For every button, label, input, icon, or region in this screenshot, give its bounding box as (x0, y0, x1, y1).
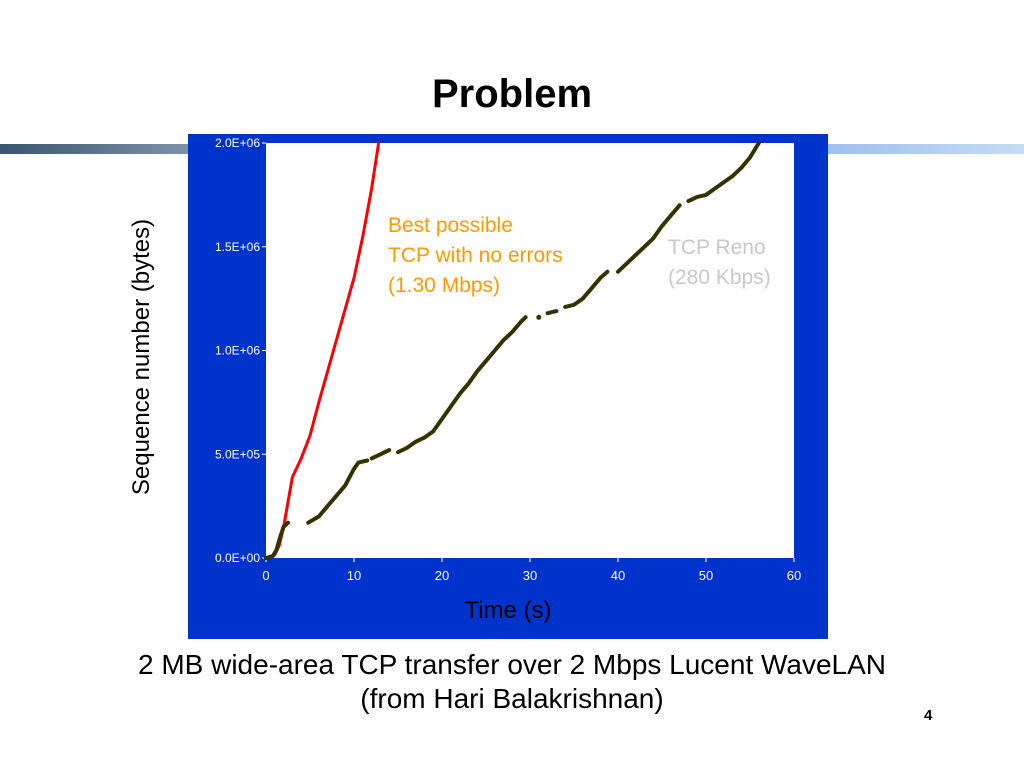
y-tick-label: 1.5E+06 (215, 240, 260, 254)
slide-title: Problem (431, 72, 593, 116)
chart-panel: 0.0E+00 5.0E+05 1.0E+06 1.5E+06 2.0E+06 0 10 20… (188, 134, 828, 639)
reno-series-line (396, 315, 528, 455)
reno-series-point (536, 314, 542, 320)
plot-area (266, 143, 794, 558)
title-divider-right (828, 144, 1024, 154)
x-tick-label: 30 (523, 568, 537, 583)
slide-caption: 2 MB wide-area TCP transfer over 2 Mbps … (0, 648, 1024, 716)
best-annotation-line: (1.30 Mbps) (388, 274, 500, 297)
x-tick-label: 40 (611, 568, 625, 583)
y-tick-label: 5.0E+05 (215, 447, 260, 461)
y-axis-label: Sequence number (bytes) (128, 218, 155, 496)
caption-line-1: 2 MB wide-area TCP transfer over 2 Mbps … (137, 649, 887, 680)
page-number: 4 (924, 707, 933, 724)
x-tick-label: 0 (262, 568, 269, 583)
x-tick-label: 20 (435, 568, 449, 583)
x-tick-label: 60 (787, 568, 801, 583)
reno-series-line (306, 458, 370, 525)
best-annotation-line: TCP with no errors (388, 244, 563, 267)
sequence-time-chart: 0.0E+00 5.0E+05 1.0E+06 1.5E+06 2.0E+06 0 10 20… (215, 136, 801, 583)
x-tick-label: 10 (347, 568, 361, 583)
y-tick-label: 2.0E+06 (215, 136, 260, 150)
reno-series-line (369, 448, 392, 461)
reno-series-line (545, 309, 559, 316)
reno-series-line (264, 520, 290, 560)
x-tick-label: 50 (699, 568, 713, 583)
reno-series-line (686, 141, 761, 204)
reno-series-line (563, 269, 610, 309)
reno-series-line (616, 203, 682, 274)
y-tick-label: 0.0E+00 (215, 551, 260, 565)
caption-line-2: (from Hari Balakrishnan) (360, 683, 664, 714)
best-annotation-line: Best possible (388, 214, 513, 237)
reno-annotation-line: (280 Kbps) (668, 266, 771, 289)
x-axis-label: Time (s) (464, 597, 552, 624)
title-divider-left (0, 144, 188, 154)
reno-annotation-line: TCP Reno (668, 236, 766, 259)
y-tick-label: 1.0E+06 (215, 344, 260, 358)
